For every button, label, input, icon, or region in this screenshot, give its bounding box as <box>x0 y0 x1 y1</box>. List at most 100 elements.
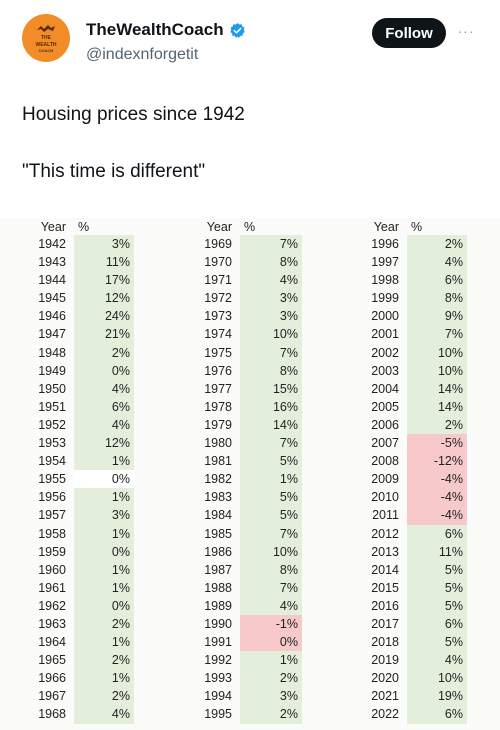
more-options-icon[interactable]: ··· <box>457 23 475 39</box>
year-cell: 1993 <box>204 671 232 686</box>
avatar[interactable]: THE WEALTH COACH <box>22 14 70 62</box>
change-cell: -5% <box>407 434 467 453</box>
year-cell: 1978 <box>204 399 232 414</box>
change-cell: 8% <box>240 253 302 272</box>
year-cell: 1959 <box>38 544 66 559</box>
change-cell: 12% <box>74 434 134 453</box>
change-cell: 6% <box>407 705 467 724</box>
avatar-text: COACH <box>38 47 54 53</box>
author-handle[interactable]: @indexnforgetit <box>86 46 199 63</box>
change-cell: -1% <box>240 614 302 634</box>
change-cell: 1% <box>74 488 134 507</box>
change-cell: 2% <box>407 415 467 435</box>
year-cell: 1942 <box>38 237 66 251</box>
year-cell: 1969 <box>204 237 232 251</box>
year-cell: 1960 <box>38 562 66 577</box>
change-cell: 5% <box>240 488 302 507</box>
year-cell: 1990 <box>204 616 232 631</box>
change-cell: -4% <box>407 470 467 489</box>
year-cell: 1965 <box>38 653 66 668</box>
year-cell: 1998 <box>371 273 399 288</box>
change-cell: 7% <box>240 235 302 254</box>
post-text-line: "This time is different" <box>22 161 206 182</box>
year-cell: 1957 <box>38 508 66 523</box>
change-cell: 3% <box>74 506 134 525</box>
change-cell: 10% <box>407 361 467 380</box>
year-cell: 2012 <box>371 526 399 541</box>
year-cell: 1986 <box>204 544 232 559</box>
year-cell: 2013 <box>371 544 399 559</box>
year-cell: 1962 <box>38 598 66 613</box>
year-cell: 1979 <box>204 417 232 432</box>
change-cell: 2% <box>74 687 134 706</box>
year-cell: 2007 <box>371 436 399 451</box>
change-cell: 2% <box>407 235 467 254</box>
year-cell: 1944 <box>38 273 66 288</box>
change-cell: 3% <box>240 289 302 308</box>
year-cell: 1967 <box>38 689 66 704</box>
change-cell: 2% <box>74 614 134 634</box>
year-cell: 1994 <box>204 689 232 704</box>
year-cell: 2011 <box>372 508 399 523</box>
change-cell: 3% <box>240 687 302 706</box>
year-cell: 2018 <box>371 635 399 650</box>
post-text-line: Housing prices since 1942 <box>22 104 245 125</box>
year-cell: 1984 <box>204 508 232 523</box>
year-cell: 1975 <box>204 345 232 360</box>
year-cell: 2001 <box>371 327 399 342</box>
year-cell: 1989 <box>204 598 232 613</box>
year-cell: 1956 <box>38 490 66 505</box>
follow-button[interactable]: Follow <box>372 18 446 48</box>
change-cell: 6% <box>407 524 467 543</box>
change-cell: 0% <box>240 633 302 652</box>
year-cell: 1950 <box>38 381 66 396</box>
year-cell: 2004 <box>371 381 399 396</box>
year-cell: 2002 <box>371 345 399 360</box>
year-cell: 2016 <box>371 598 399 613</box>
year-cell: 2010 <box>371 490 399 505</box>
year-cell: 1973 <box>204 309 232 324</box>
year-cell: 2021 <box>371 689 399 704</box>
change-cell: 14% <box>240 415 302 435</box>
change-cell: 1% <box>74 633 134 652</box>
year-cell: 1980 <box>204 436 232 451</box>
year-cell: 2005 <box>371 399 399 414</box>
year-cell: 1954 <box>38 454 66 469</box>
change-cell: -12% <box>407 452 467 471</box>
year-cell: 1971 <box>204 273 232 288</box>
change-cell: 0% <box>74 361 134 380</box>
year-cell: 2003 <box>371 363 399 378</box>
year-cell: 1943 <box>38 255 66 270</box>
change-cell: 1% <box>74 578 134 597</box>
change-cell: 4% <box>74 415 134 435</box>
change-cell: 10% <box>240 325 302 344</box>
year-cell: 1945 <box>38 291 66 306</box>
change-cell: 5% <box>240 506 302 525</box>
change-cell: 10% <box>407 669 467 688</box>
year-cell: 1996 <box>371 237 399 251</box>
year-cell: 2008 <box>371 454 399 469</box>
year-cell: 1963 <box>38 616 66 631</box>
change-cell: 10% <box>407 343 467 362</box>
year-cell: 1991 <box>204 635 232 650</box>
housing-price-table-image: Year% change19423%194311%194417%194512%1… <box>0 218 500 730</box>
change-cell: 8% <box>240 361 302 380</box>
change-cell: 0% <box>74 470 134 489</box>
change-cell: 4% <box>407 651 467 670</box>
change-cell: 1% <box>74 524 134 543</box>
year-cell: 2020 <box>371 671 399 686</box>
change-cell: 3% <box>74 235 134 254</box>
change-cell: 1% <box>74 669 134 688</box>
change-cell: 5% <box>407 578 467 597</box>
author-name[interactable]: TheWealthCoach <box>86 20 224 39</box>
change-cell: 3% <box>240 307 302 326</box>
change-cell: 8% <box>240 560 302 579</box>
year-cell: 2000 <box>371 309 399 324</box>
year-cell: 2009 <box>371 472 399 487</box>
change-cell: 1% <box>74 560 134 579</box>
change-cell: 2% <box>74 651 134 670</box>
change-cell: 0% <box>74 542 134 561</box>
change-cell: 4% <box>74 379 134 398</box>
year-cell: 1948 <box>38 345 66 360</box>
change-cell: 8% <box>407 289 467 308</box>
